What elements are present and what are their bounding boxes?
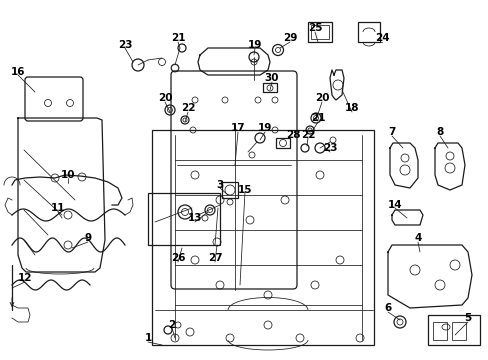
Text: 10: 10 [61,170,75,180]
Text: 3: 3 [216,180,223,190]
Text: 23: 23 [322,143,337,153]
Text: 4: 4 [413,233,421,243]
Bar [307,22,331,42]
Text: 22: 22 [300,130,315,140]
Bar [152,130,373,345]
Text: 16: 16 [11,67,25,77]
Text: 8: 8 [435,127,443,137]
Text: 26: 26 [170,253,185,263]
Text: 22: 22 [181,103,195,113]
Text: 6: 6 [384,303,391,313]
Text: 19: 19 [247,40,262,50]
Text: 14: 14 [387,200,402,210]
Bar [427,315,479,345]
Bar [222,182,238,198]
Text: 20: 20 [158,93,172,103]
Text: 24: 24 [374,33,388,43]
Text: 27: 27 [207,253,222,263]
Text: 5: 5 [464,313,470,323]
Text: 21: 21 [170,33,185,43]
Text: 18: 18 [344,103,359,113]
Text: 15: 15 [237,185,252,195]
Text: 21: 21 [310,113,325,123]
Text: 19: 19 [257,123,272,133]
Text: 25: 25 [307,23,322,33]
Bar [263,83,276,92]
Text: 2: 2 [168,320,175,330]
Bar [275,138,289,148]
Text: 29: 29 [282,33,297,43]
Text: 9: 9 [84,233,91,243]
Text: 17: 17 [230,123,245,133]
Bar [148,193,220,245]
Text: 28: 28 [285,130,300,140]
Text: 23: 23 [118,40,132,50]
Text: 12: 12 [18,273,32,283]
Text: 13: 13 [187,213,202,223]
Bar [451,322,465,340]
Bar [357,22,379,42]
Text: 1: 1 [144,333,151,343]
Bar [310,25,328,39]
Text: 7: 7 [387,127,395,137]
Bar [432,322,446,340]
Text: 30: 30 [264,73,279,83]
Text: 20: 20 [314,93,328,103]
Text: 11: 11 [51,203,65,213]
